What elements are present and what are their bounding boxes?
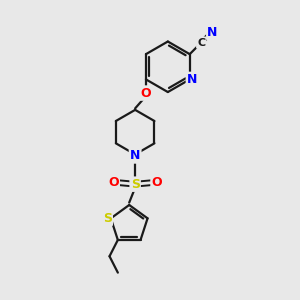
Text: O: O xyxy=(141,87,151,100)
Text: O: O xyxy=(152,176,162,189)
Text: N: N xyxy=(130,149,140,162)
Text: N: N xyxy=(207,26,218,39)
Text: N: N xyxy=(187,73,197,86)
Text: S: S xyxy=(103,212,112,225)
Text: O: O xyxy=(108,176,119,189)
Text: C: C xyxy=(197,38,205,48)
Text: S: S xyxy=(130,178,140,191)
